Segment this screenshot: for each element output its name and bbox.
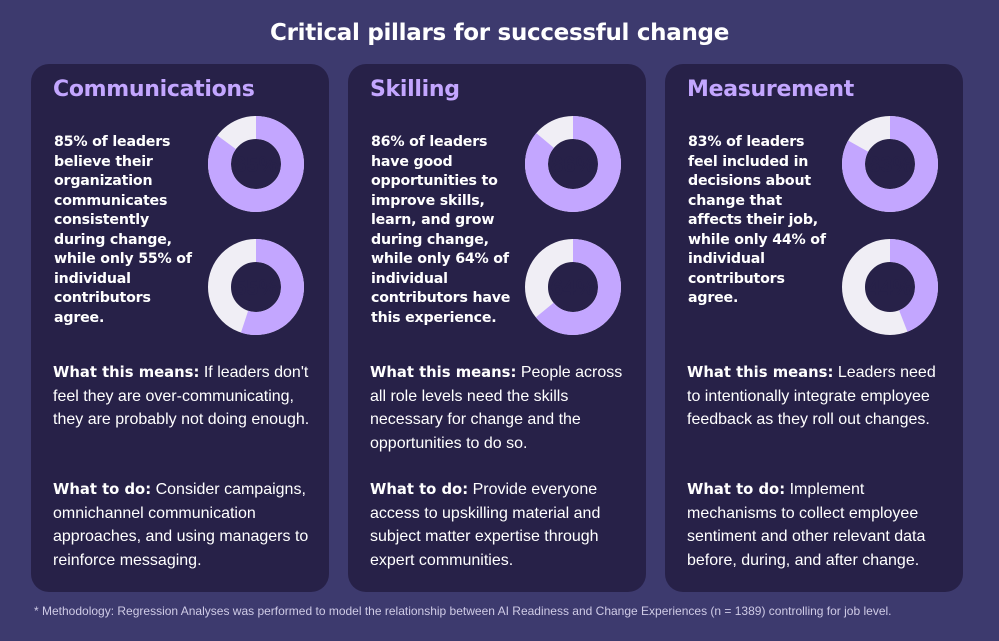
todo-text: Consider campaigns, omnichannel communic…	[53, 481, 309, 569]
page-title: Critical pillars for successful change	[269, 20, 729, 46]
card-title: Measurement	[687, 77, 854, 102]
donut-svg: 86%	[525, 116, 621, 212]
donut-svg: 44%	[842, 239, 938, 335]
donut-chart-contributors: 44%	[842, 239, 938, 335]
donut-chart-leaders: 86%	[525, 116, 621, 212]
donut-svg: 64%	[525, 239, 621, 335]
donut-chart-leaders: 85%	[208, 116, 304, 212]
what-to-do: What to do: Provide everyone access to u…	[370, 478, 632, 572]
what-to-do: What to do: Implement mechanisms to coll…	[687, 478, 949, 572]
todo-text: Implement mechanisms to collect employee…	[687, 481, 926, 569]
stat-text: 85% of leaders believe their organizatio…	[54, 134, 192, 326]
donut-percent-label: 85%	[234, 152, 278, 177]
means-text: If leaders don't feel they are over-comm…	[53, 364, 310, 428]
means-label: What this means:	[53, 364, 200, 381]
what-this-means: What this means: People across all role …	[370, 361, 632, 455]
card-title: Skilling	[370, 77, 460, 102]
todo-label: What to do:	[53, 481, 152, 498]
means-label: What this means:	[687, 364, 834, 381]
donut-svg: 85%	[208, 116, 304, 212]
card-communications: Communications 85% of leaders believe th…	[31, 64, 329, 592]
todo-text: Provide everyone access to upskilling ma…	[370, 481, 601, 569]
donut-value-arc	[208, 116, 304, 212]
donut-percent-label: 55%	[234, 275, 278, 300]
card-skilling: Skilling 86% of leaders have good opport…	[348, 64, 646, 592]
means-text: People across all role levels need the s…	[370, 364, 623, 452]
donut-percent-label: 83%	[868, 152, 912, 177]
donut-value-arc	[525, 116, 621, 212]
donut-percent-label: 64%	[551, 275, 595, 300]
donut-chart-leaders: 83%	[842, 116, 938, 212]
todo-label: What to do:	[370, 481, 469, 498]
what-this-means: What this means: If leaders don't feel t…	[53, 361, 315, 432]
donut-value-arc	[208, 239, 304, 335]
what-to-do: What to do: Consider campaigns, omnichan…	[53, 478, 315, 572]
means-text: Leaders need to intentionally integrate …	[687, 364, 936, 428]
what-this-means: What this means: Leaders need to intenti…	[687, 361, 949, 432]
donut-value-arc	[842, 116, 938, 212]
todo-label: What to do:	[687, 481, 786, 498]
donut-chart-contributors: 64%	[525, 239, 621, 335]
methodology-footnote: * Methodology: Regression Analyses was p…	[34, 604, 892, 618]
donut-percent-label: 44%	[868, 275, 912, 300]
card-title: Communications	[53, 77, 255, 102]
stat-text: 83% of leaders feel included in decision…	[688, 134, 826, 306]
stat-text: 86% of leaders have good opportunities t…	[371, 134, 511, 326]
donut-value-arc	[525, 239, 621, 335]
card-measurement: Measurement 83% of leaders feel included…	[665, 64, 963, 592]
donut-svg: 83%	[842, 116, 938, 212]
means-label: What this means:	[370, 364, 517, 381]
donut-chart-contributors: 55%	[208, 239, 304, 335]
donut-percent-label: 86%	[551, 152, 595, 177]
donut-value-arc	[842, 239, 938, 335]
donut-svg: 55%	[208, 239, 304, 335]
